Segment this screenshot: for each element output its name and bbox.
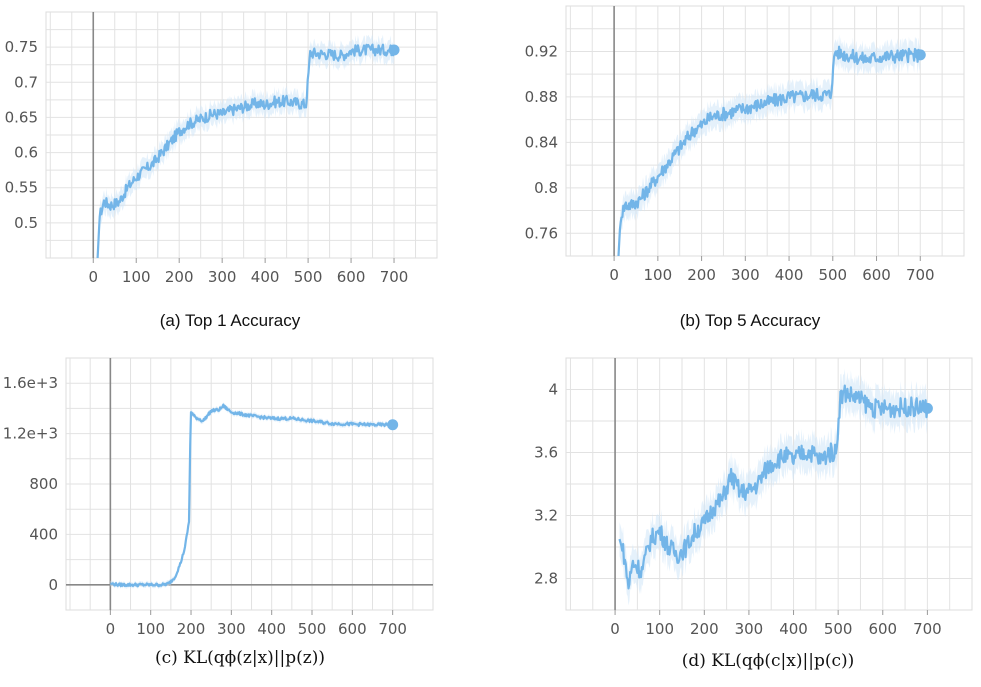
x-tick-label: 500 [824,620,853,638]
y-tick-label: 800 [29,475,58,493]
x-tick-label: 500 [294,268,323,286]
chart-a-svg: 0 100 200 300 400 500 600 700 0.5 0.55 0.6 0.65 0.7 0… [5,11,438,286]
x-tick-label: 200 [687,266,716,284]
y-tick-label: 4 [548,381,558,399]
y-tick-label: 0.75 [5,38,38,56]
x-tick-label: 600 [868,620,897,638]
caption-a: (a) Top 1 Accuracy [159,311,301,330]
x-tick-label: 100 [644,266,673,284]
y-tick-label: 2.8 [534,570,558,588]
chart-panel-c: 0 100 200 300 400 500 600 700 0 400 800 1.2e+3 1.6e+… [0,348,460,638]
x-tick-label: 0 [106,620,116,638]
x-tick-label: 700 [913,620,942,638]
y-tick-label: 0.76 [525,224,558,242]
y-tick-label: 0 [48,576,58,594]
x-tick-label: 200 [177,620,206,638]
x-tick-label: 300 [735,620,764,638]
x-tick-label: 500 [818,266,847,284]
chart-panel-b: 0 100 200 300 400 500 600 700 0.76 0.8 0.84 0.88 0.9… [510,0,970,300]
y-tick-label: 0.88 [525,88,558,106]
series-end-point-d [921,402,933,414]
x-tick-label: 0 [609,266,619,284]
series-line-b [617,45,922,257]
x-tick-label: 300 [731,266,760,284]
y-tick-label: 0.6 [14,144,38,162]
x-tick-label: 400 [775,266,804,284]
series-end-point-a [388,44,400,56]
grid-a [45,11,438,259]
series-end-point-c [387,419,399,431]
y-tick-label: 400 [29,525,58,543]
plot-frame [565,5,965,257]
caption-b: (b) Top 5 Accuracy [679,311,821,330]
series-band-b [618,34,921,257]
y-tick-label: 1.2e+3 [3,425,58,443]
chart-d-svg: 0 100 200 300 400 500 600 700 2.8 3.2 3.6 4 [534,357,973,638]
x-tick-label: 400 [257,620,286,638]
chart-b-svg: 0 100 200 300 400 500 600 700 0.76 0.8 0.84 0.88 0.9… [525,5,965,284]
y-tick-label: 0.84 [525,133,558,151]
series-band-c [110,401,393,589]
y-tick-label: 3.2 [534,507,558,525]
grid-c [65,357,434,611]
x-tick-label: 300 [208,268,237,286]
series-line-a [96,43,396,259]
x-tick-label: 300 [217,620,246,638]
y-tick-label: 1.6e+3 [3,374,58,392]
series-band-d [619,368,928,606]
y-tick-label: 3.6 [534,444,558,462]
x-tick-label: 600 [337,268,366,286]
chart-panel-d: 0 100 200 300 400 500 600 700 2.8 3.2 3.6 4 [510,348,975,638]
x-tick-label: 200 [690,620,719,638]
x-tick-label: 600 [338,620,367,638]
x-tick-label: 0 [610,620,620,638]
y-tick-label: 0.92 [525,42,558,60]
chart-c-svg: 0 100 200 300 400 500 600 700 0 400 800 1.2e+3 1.6e+… [3,357,434,638]
x-tick-label: 0 [88,268,98,286]
series-line-d [618,384,929,590]
chart-panel-a: 0 100 200 300 400 500 600 700 0.5 0.55 0.6 0.65 0.7 0… [0,0,460,300]
x-tick-label: 700 [380,268,409,286]
series-line-c [110,403,394,588]
x-tick-label: 100 [645,620,674,638]
y-tick-label: 0.5 [14,214,38,232]
y-tick-label: 0.7 [14,73,38,91]
x-tick-label: 100 [122,268,151,286]
caption-c: (c) KL(qϕ(z|x)||p(z)) [154,648,325,668]
y-tick-label: 0.55 [5,179,38,197]
y-tick-label: 0.8 [534,179,558,197]
series-end-point-b [914,49,926,61]
x-tick-label: 600 [862,266,891,284]
x-tick-label: 700 [378,620,407,638]
x-tick-label: 400 [251,268,280,286]
series-band-a [97,34,394,258]
y-tick-label: 0.65 [5,108,38,126]
caption-d: (d) KL(qϕ(c|x)||p(c)) [681,651,855,671]
x-tick-label: 200 [165,268,194,286]
x-tick-label: 700 [906,266,935,284]
x-tick-label: 100 [136,620,165,638]
x-tick-label: 400 [779,620,808,638]
x-tick-label: 500 [298,620,327,638]
